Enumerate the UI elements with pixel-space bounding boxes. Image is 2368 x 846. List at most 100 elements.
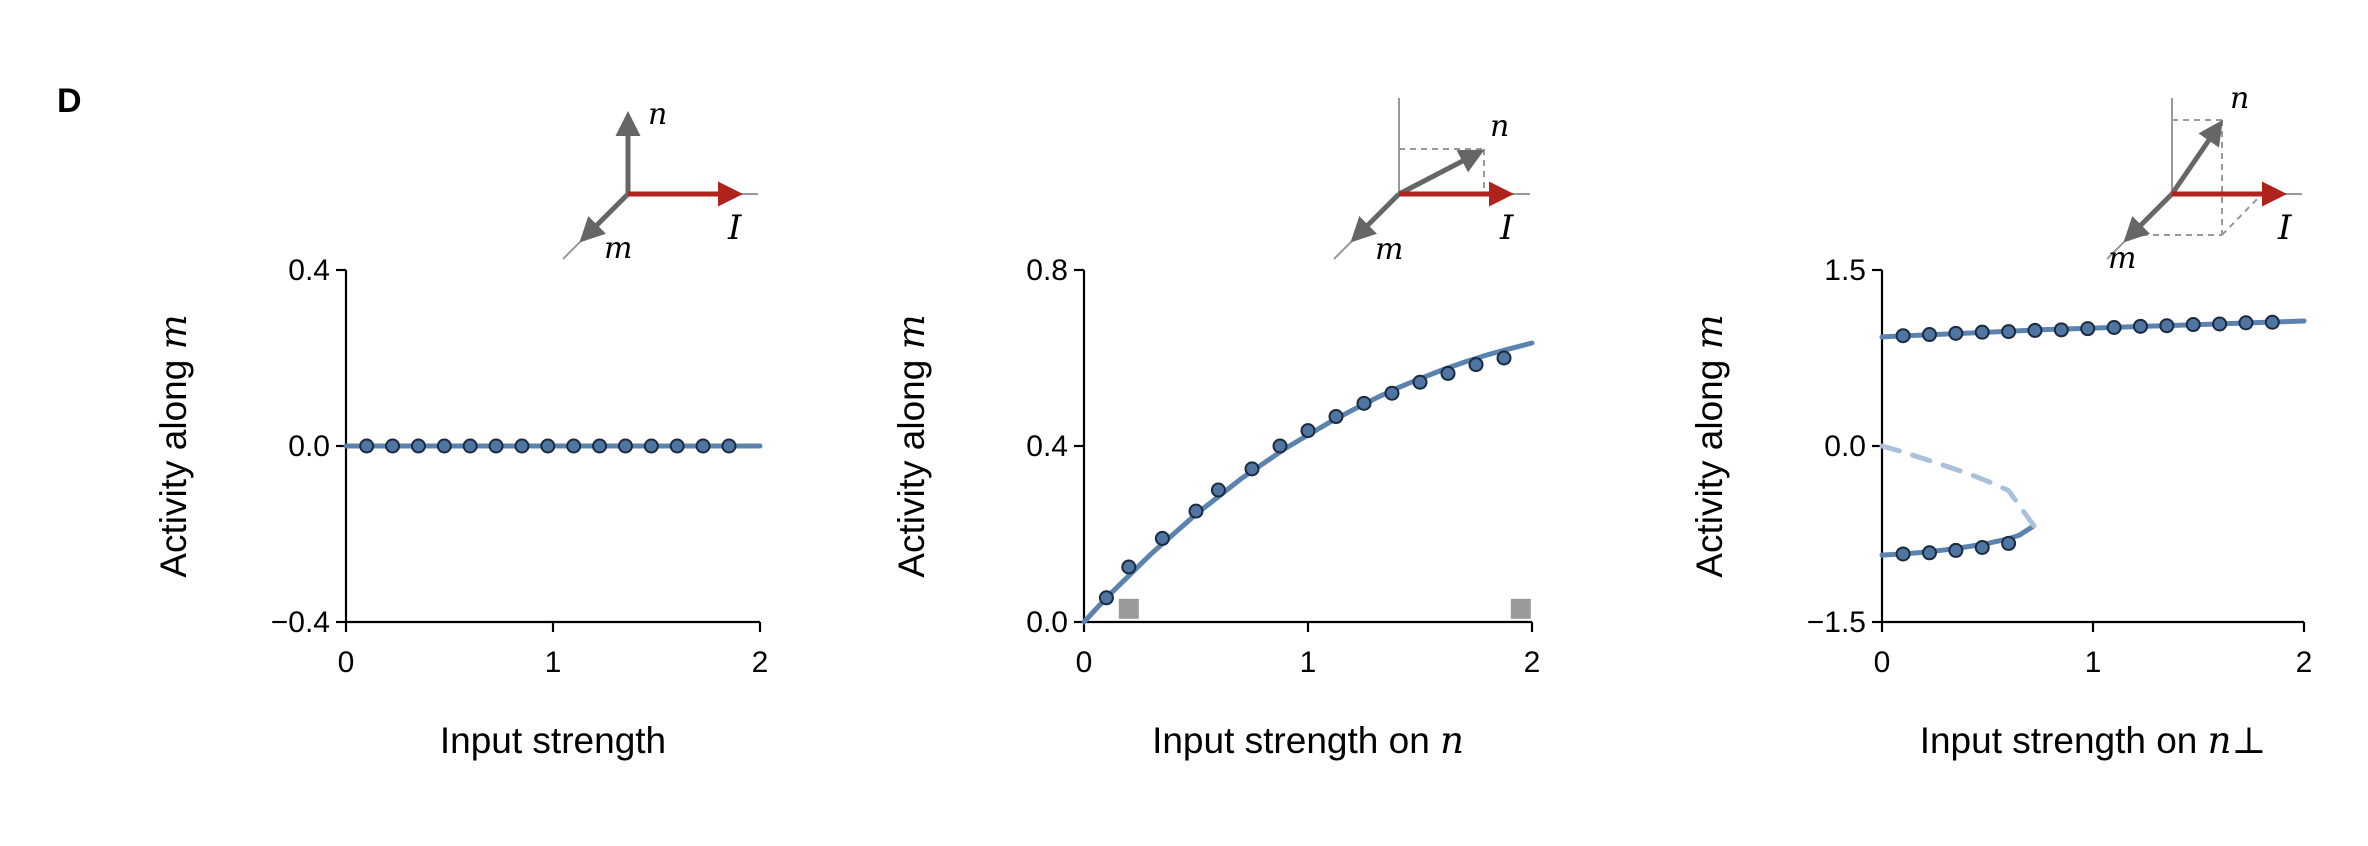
chart2-data-point xyxy=(1272,438,1288,454)
inset3-label-n: n xyxy=(2230,81,2249,116)
chart1-data-point xyxy=(695,438,711,454)
chart3-y-axis-title-symbol: m xyxy=(1688,314,1731,349)
inset-diagram-2: n m I xyxy=(1333,98,1530,267)
chart3-y-tick-label: 1.5 xyxy=(1824,254,1866,287)
inset1-m-vector xyxy=(579,192,630,243)
chart1-data-point xyxy=(410,438,426,454)
chart1-x-axis-title-text: Input strength xyxy=(440,720,666,761)
inset1-label-m: m xyxy=(604,231,632,266)
chart3-data-point xyxy=(1921,545,1937,561)
chart2-y-tick-label: 0.8 xyxy=(1026,254,1068,287)
chart1-y-axis-title: Activity along m xyxy=(152,314,195,577)
chart1-x-tick-label: 0 xyxy=(338,646,355,679)
chart2-x-axis-title: Input strength on n xyxy=(1152,719,1464,762)
chart1-y-axis-title-symbol: m xyxy=(152,314,195,349)
chart2-data-point xyxy=(1440,365,1456,381)
chart1-data-point xyxy=(488,438,504,454)
chart3-data-point xyxy=(1895,546,1911,562)
chart2-square-marker xyxy=(1118,598,1139,619)
chart-panel-2: 0 1 2 0.0 0.4 0.8 Input strength on n Activity … xyxy=(890,254,1540,762)
chart2-data-point xyxy=(1412,374,1428,390)
inset3-label-m: m xyxy=(2108,241,2136,276)
chart3-data-point xyxy=(1974,324,1990,340)
chart1-y-tick-label: −0.4 xyxy=(271,606,330,639)
chart3-x-axis-title-symbol: n⊥ xyxy=(2208,719,2267,762)
chart2-square-marker xyxy=(1510,598,1531,619)
chart3-data-point xyxy=(2159,318,2175,334)
chart2-x-tick-label: 1 xyxy=(1300,646,1317,679)
inset2-label-I: I xyxy=(1499,208,1514,248)
chart3-data-point xyxy=(2001,535,2017,551)
inset-diagram-1: n m I xyxy=(562,97,758,266)
chart2-y-tick-label: 0.0 xyxy=(1026,606,1068,639)
chart2-y-tick-label: 0.4 xyxy=(1026,430,1068,463)
chart1-data-point xyxy=(540,438,556,454)
chart3-data-point xyxy=(1921,327,1937,343)
chart2-data-point xyxy=(1244,461,1260,477)
chart3-data-point xyxy=(1974,539,1990,555)
chart3-y-tick-label: 0.0 xyxy=(1824,430,1866,463)
chart2-data-point xyxy=(1188,503,1204,519)
chart3-x-axis-title-text: Input strength on xyxy=(1920,720,2208,761)
chart-panel-1: 0 1 2 −0.4 0.0 0.4 Input strength Activity alon… xyxy=(152,254,768,761)
chart3-data-point xyxy=(2264,314,2280,330)
chart1-data-point xyxy=(721,438,737,454)
chart3-data-point xyxy=(2238,315,2254,331)
chart1-x-tick-label: 2 xyxy=(752,646,769,679)
chart2-y-axis-title-symbol: m xyxy=(890,314,933,349)
chart1-data-point xyxy=(669,438,685,454)
inset1-label-I: I xyxy=(727,208,742,248)
chart3-series-line-3 xyxy=(1879,443,2037,529)
chart1-data-point xyxy=(462,438,478,454)
chart2-data-point xyxy=(1154,530,1170,546)
chart2-x-tick-label: 0 xyxy=(1076,646,1093,679)
chart3-data-point xyxy=(2132,318,2148,334)
inset2-label-n: n xyxy=(1490,109,1509,144)
inset1-label-n: n xyxy=(648,97,667,132)
chart2-y-axis-title-text: Activity along xyxy=(891,349,932,577)
chart2-x-axis-title-symbol: n xyxy=(1440,719,1464,762)
chart1-y-tick-label: 0.0 xyxy=(288,430,330,463)
chart1-x-tick-label: 1 xyxy=(545,646,562,679)
chart1-y-tick-label: 0.4 xyxy=(288,254,330,287)
inset3-label-I: I xyxy=(2277,208,2292,248)
chart3-y-tick-label: −1.5 xyxy=(1807,606,1866,639)
chart3-data-point xyxy=(1948,542,1964,558)
chart3-data-point xyxy=(2185,317,2201,333)
chart2-data-point xyxy=(1468,357,1484,373)
chart1-x-axis-title: Input strength xyxy=(440,720,666,761)
chart1-data-point xyxy=(359,438,375,454)
chart3-data-point xyxy=(2106,319,2122,335)
chart3-data-point xyxy=(1895,328,1911,344)
inset2-m-vector xyxy=(1350,192,1401,243)
chart2-data-point xyxy=(1210,482,1226,498)
panel-letter: D xyxy=(57,82,82,120)
inset2-n-vector xyxy=(1397,149,1485,197)
inset3-n-vector xyxy=(2169,119,2223,196)
chart2-data-point xyxy=(1121,559,1137,575)
inset3-m-vector xyxy=(2123,192,2174,243)
chart1-data-point xyxy=(566,438,582,454)
inset2-label-m: m xyxy=(1375,232,1403,267)
chart3-data-point xyxy=(1948,325,1964,341)
chart1-data-point xyxy=(385,438,401,454)
chart2-data-point xyxy=(1496,350,1512,366)
chart2-data-point xyxy=(1384,385,1400,401)
chart3-y-axis-title: Activity along m xyxy=(1688,314,1731,577)
chart1-data-point xyxy=(617,438,633,454)
chart1-data-point xyxy=(592,438,608,454)
chart3-data-point xyxy=(2027,322,2043,338)
chart3-x-tick-label: 0 xyxy=(1874,646,1891,679)
chart2-data-point xyxy=(1300,423,1316,439)
chart2-x-tick-label: 2 xyxy=(1524,646,1541,679)
chart-panel-3: 0 1 2 −1.5 0.0 1.5 Input strength on n⊥ Activit… xyxy=(1688,254,2312,762)
chart3-x-tick-label: 2 xyxy=(2296,646,2313,679)
chart3-y-axis-title-text: Activity along xyxy=(1689,349,1730,577)
chart2-data-point xyxy=(1328,409,1344,425)
chart1-data-point xyxy=(514,438,530,454)
chart1-y-axis-title-text: Activity along xyxy=(153,349,194,577)
inset3-guide-diag xyxy=(2221,193,2263,236)
chart3-data-point xyxy=(2001,324,2017,340)
chart2-series-line-1 xyxy=(1081,340,1535,625)
